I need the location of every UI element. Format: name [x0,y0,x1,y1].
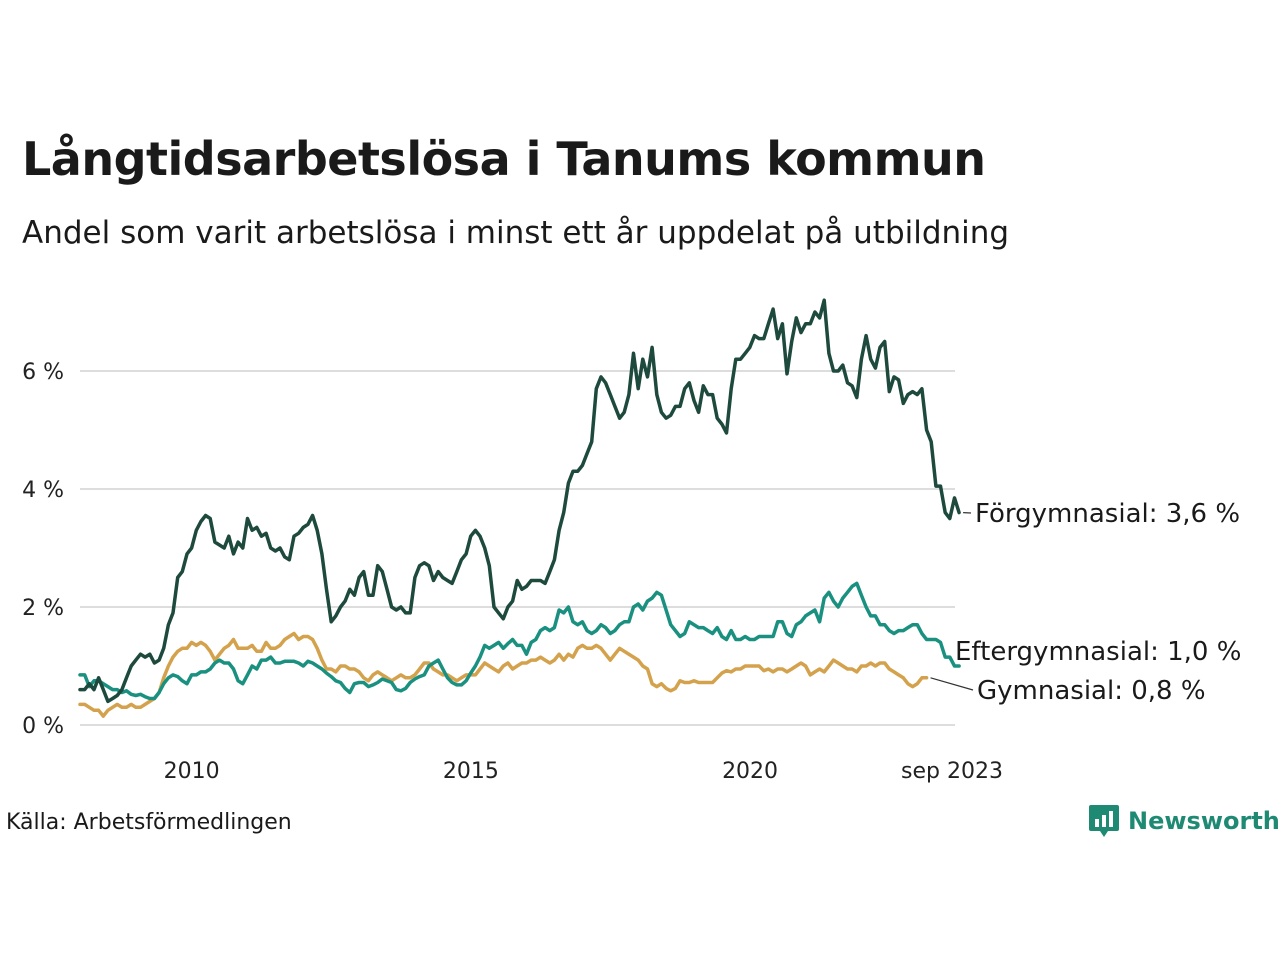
series-line-eftergymnasial [78,581,961,701]
brand-logo: Newsworthy [1088,803,1280,839]
y-tick-label: 6 % [22,360,64,385]
chart-subtitle: Andel som varit arbetslösa i minst ett å… [22,215,1010,251]
y-tick-label: 4 % [22,478,64,503]
chart-title: Långtidsarbetslösa i Tanums kommun [22,132,986,186]
x-tick-label: sep 2023 [901,759,1003,784]
x-tick-label: 2010 [164,759,220,784]
label-leader-gymnasial [930,677,974,691]
series-line-gymnasial [78,631,929,718]
x-tick-label: 2015 [443,759,499,784]
series-label-forgymnasial: Förgymnasial: 3,6 % [975,499,1240,529]
source-note: Källa: Arbetsförmedlingen [6,810,292,835]
brand-name: Newsworthy [1128,807,1280,835]
series-label-gymnasial: Gymnasial: 0,8 % [977,676,1206,706]
y-tick-label: 0 % [22,714,64,739]
series-line-forgymnasial [78,298,961,704]
series-label-eftergymnasial: Eftergymnasial: 1,0 % [955,637,1241,667]
x-tick-label: 2020 [722,759,778,784]
y-tick-label: 2 % [22,596,64,621]
newsworthy-logo-icon [1089,805,1119,837]
